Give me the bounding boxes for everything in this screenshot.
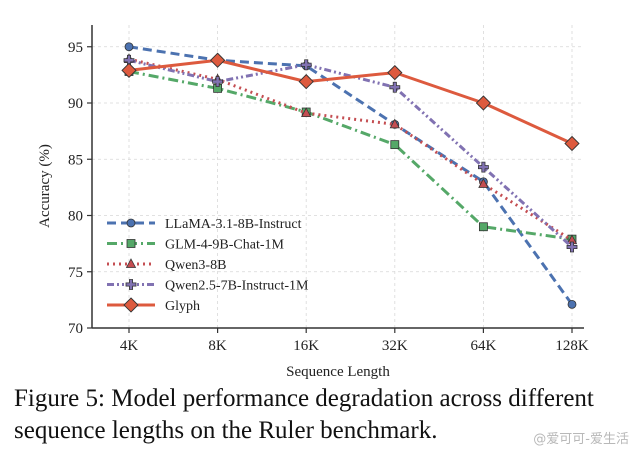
x-axis-ticks: 4K 8K 16K 32K 64K 128K <box>120 328 589 354</box>
series-qwen2-5-7b-instruct-1m <box>123 54 578 253</box>
data-point <box>478 161 489 173</box>
data-point <box>212 76 223 88</box>
axes <box>91 25 584 329</box>
series-line <box>128 70 573 241</box>
legend-marker <box>125 258 137 268</box>
legend-label: LLaMA-3.1-8B-Instruct <box>165 217 302 232</box>
data-point <box>567 299 577 309</box>
x-tick-label: 16K <box>293 338 319 354</box>
series-line <box>128 58 573 145</box>
y-tick-label: 75 <box>68 265 83 281</box>
data-point <box>301 107 312 118</box>
legend-marker <box>126 218 136 228</box>
data-point <box>389 81 401 93</box>
line-chart: 70 75 80 85 90 95 4K 8K 16K 32K 64K 128K Accuracy … <box>37 25 589 380</box>
data-point <box>209 52 226 68</box>
legend-marker <box>123 297 139 313</box>
legend-item: LLaMA-3.1-8B-Instruct <box>107 217 302 232</box>
data-point <box>387 64 403 81</box>
y-axis-label: Accuracy (%) <box>37 144 53 228</box>
data-point <box>300 59 312 71</box>
legend-label: Glyph <box>165 299 200 314</box>
data-point <box>566 241 578 253</box>
data-point <box>124 42 134 52</box>
data-point <box>564 135 580 152</box>
watermark: @爱可可-爱生活 <box>533 432 629 447</box>
legend-label: GLM-4-9B-Chat-1M <box>165 238 285 253</box>
series-line <box>128 45 574 306</box>
series-glyph <box>121 52 580 152</box>
figure-caption: Figure 5: Model performance degradation … <box>14 385 594 444</box>
data-point <box>475 95 492 111</box>
data-point <box>478 178 489 188</box>
y-tick-label: 80 <box>68 209 83 225</box>
legend-marker <box>126 239 136 248</box>
series-lines <box>121 42 580 309</box>
data-point <box>121 62 137 79</box>
y-tick-label: 90 <box>68 96 83 112</box>
legend-label: Qwen2.5-7B-Instruct-1M <box>165 279 309 294</box>
legend-label: Qwen3-8B <box>165 258 226 273</box>
y-tick-label: 85 <box>68 152 83 168</box>
data-point <box>478 222 488 232</box>
x-tick-label: 128K <box>555 338 589 354</box>
data-point <box>390 140 400 150</box>
legend-item: Glyph <box>107 297 200 314</box>
y-axis-ticks: 70 75 80 85 90 95 <box>68 40 92 337</box>
x-tick-label: 4K <box>120 338 139 354</box>
x-tick-label: 32K <box>382 338 408 354</box>
y-tick-label: 95 <box>68 40 83 56</box>
x-tick-label: 64K <box>470 338 496 354</box>
legend-item: Qwen3-8B <box>107 258 226 273</box>
data-point <box>298 73 314 90</box>
y-tick-label: 70 <box>68 321 83 337</box>
data-point <box>389 118 400 129</box>
legend: LLaMA-3.1-8B-Instruct GLM-4-9B-Chat-1M Qwe… <box>107 217 309 314</box>
legend-item: GLM-4-9B-Chat-1M <box>107 238 285 253</box>
legend-marker <box>125 279 137 290</box>
x-axis-label: Sequence Length <box>286 364 390 380</box>
series-line <box>128 58 574 249</box>
legend-item: Qwen2.5-7B-Instruct-1M <box>107 279 309 294</box>
x-tick-label: 8K <box>208 338 227 354</box>
